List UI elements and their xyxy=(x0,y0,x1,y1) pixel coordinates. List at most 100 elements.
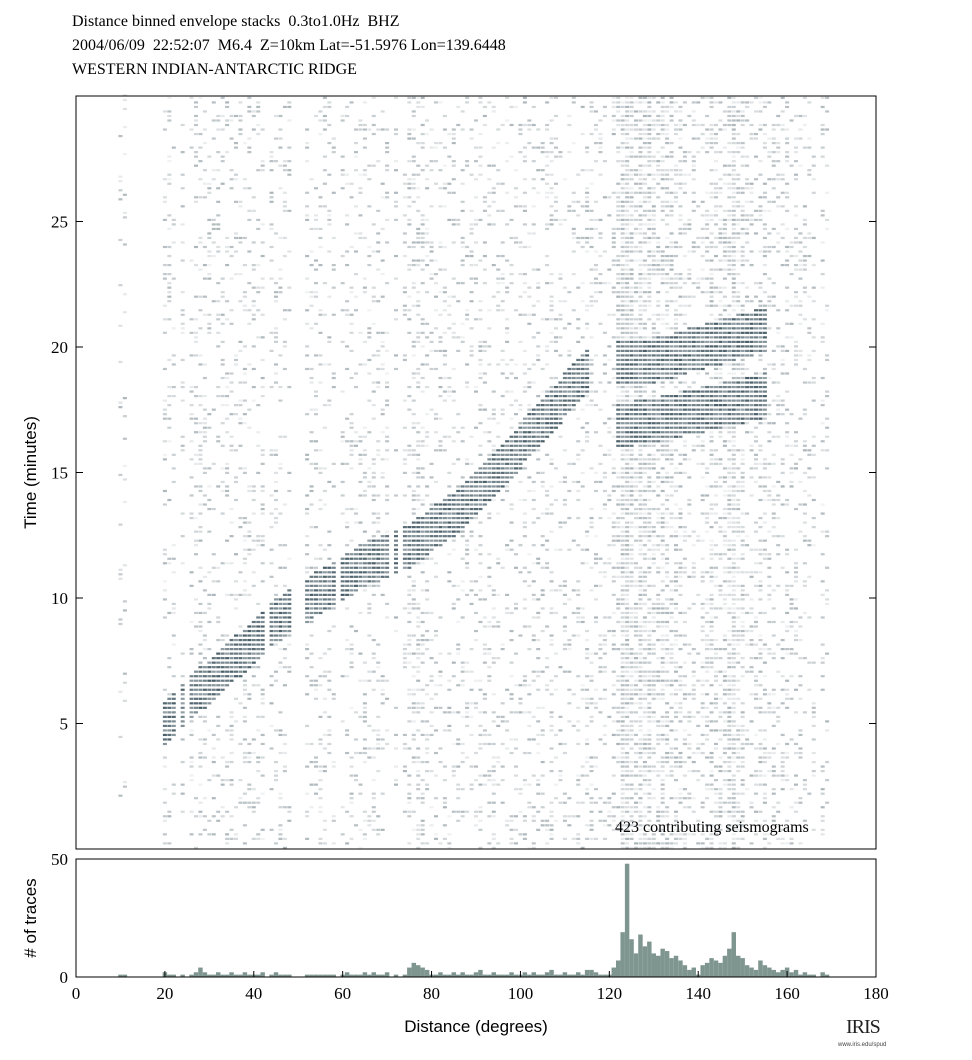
heatmap-cell xyxy=(340,566,345,569)
heatmap-cell xyxy=(634,751,638,755)
heatmap-cell xyxy=(545,657,550,660)
heatmap-cell xyxy=(522,96,527,100)
heatmap-cell xyxy=(522,535,527,538)
heatmap-cell xyxy=(625,200,630,203)
heatmap-cell xyxy=(638,435,643,438)
heatmap-cell xyxy=(260,756,265,759)
heatmap-cell xyxy=(180,385,185,389)
heatmap-cell xyxy=(345,526,350,529)
heatmap-cell xyxy=(616,205,621,208)
heatmap-cell xyxy=(522,598,527,601)
heatmap-cell xyxy=(558,779,563,782)
heatmap-cell xyxy=(305,309,310,312)
heatmap-cell xyxy=(189,675,194,678)
heatmap-cell xyxy=(314,467,318,470)
heatmap-cell xyxy=(620,516,625,520)
heatmap-cell xyxy=(465,593,470,596)
heatmap-cell xyxy=(331,376,336,380)
heatmap-cell xyxy=(420,146,425,149)
heatmap-cell xyxy=(536,444,541,447)
heatmap-cell xyxy=(638,643,643,646)
heatmap-cell xyxy=(545,182,550,185)
heatmap-cell xyxy=(625,729,630,732)
heatmap-cell xyxy=(438,187,443,190)
heatmap-cell xyxy=(234,697,238,700)
heatmap-cell xyxy=(171,729,176,732)
heatmap-cell xyxy=(229,779,234,782)
heatmap-cell xyxy=(625,227,630,231)
heatmap-cell xyxy=(416,485,421,488)
heatmap-cell xyxy=(638,408,643,411)
heatmap-cell xyxy=(354,584,358,587)
heatmap-cell xyxy=(625,760,630,764)
heatmap-cell xyxy=(211,218,216,221)
heatmap-cell xyxy=(225,634,230,637)
heatmap-cell xyxy=(416,467,421,470)
heatmap-cell xyxy=(314,395,318,398)
heatmap-cell xyxy=(531,381,536,384)
heatmap-cell xyxy=(634,765,638,768)
heatmap-cell xyxy=(416,535,421,538)
heatmap-cell xyxy=(460,322,465,325)
heatmap-cell xyxy=(420,824,425,827)
heatmap-cell xyxy=(225,643,230,646)
heatmap-cell xyxy=(545,196,550,199)
heatmap-cell xyxy=(558,715,563,718)
heatmap-cell xyxy=(629,584,634,587)
heatmap-cell xyxy=(527,846,532,849)
heatmap-cell xyxy=(225,810,230,813)
heatmap-cell xyxy=(625,331,630,334)
heatmap-cell xyxy=(318,779,323,782)
heatmap-cell xyxy=(251,657,256,660)
heatmap-cell xyxy=(371,580,376,583)
heatmap-cell xyxy=(407,101,412,104)
heatmap-cell xyxy=(171,223,176,226)
heatmap-cell xyxy=(256,404,261,407)
heatmap-cell xyxy=(567,354,572,357)
heatmap-cell xyxy=(167,385,172,389)
heatmap-cell xyxy=(420,376,425,380)
heatmap-cell xyxy=(514,169,518,172)
heatmap-cell xyxy=(629,327,634,330)
heatmap-cell xyxy=(634,711,638,714)
heatmap-cell xyxy=(429,611,434,615)
heatmap-cell xyxy=(549,512,554,515)
heatmap-cell xyxy=(220,648,225,651)
heatmap-cell xyxy=(225,539,230,542)
heatmap-cell xyxy=(247,751,252,755)
heatmap-cell xyxy=(634,688,638,691)
heatmap-cell xyxy=(545,123,550,127)
heatmap-cell xyxy=(234,553,238,556)
heatmap-cell xyxy=(536,657,541,660)
heatmap-cell xyxy=(220,291,225,294)
heatmap-cell xyxy=(585,702,590,705)
heatmap-cell xyxy=(274,137,278,140)
heatmap-cell xyxy=(327,173,332,176)
heatmap-cell xyxy=(571,376,576,380)
heatmap-cell xyxy=(554,327,558,330)
heatmap-cell xyxy=(189,774,194,777)
heatmap-cell xyxy=(625,385,630,389)
heatmap-cell xyxy=(616,340,621,343)
heatmap-cell xyxy=(491,408,496,411)
heatmap-cell xyxy=(305,345,310,348)
heatmap-cell xyxy=(411,688,416,691)
heatmap-cell xyxy=(540,806,545,809)
heatmap-cell xyxy=(327,607,332,610)
heatmap-cell xyxy=(371,494,376,497)
heatmap-cell xyxy=(180,123,185,127)
heatmap-cell xyxy=(198,236,203,240)
heatmap-cell xyxy=(322,503,327,506)
heatmap-cell xyxy=(434,160,438,163)
heatmap-cell xyxy=(509,611,514,615)
heatmap-cell xyxy=(549,340,554,343)
heatmap-cell xyxy=(638,363,643,366)
heatmap-cell xyxy=(465,381,470,384)
heatmap-cell xyxy=(482,742,487,746)
heatmap-cell xyxy=(314,580,318,583)
heatmap-cell xyxy=(549,679,554,682)
heatmap-cell xyxy=(625,119,630,122)
heatmap-cell xyxy=(376,300,381,303)
heatmap-cell xyxy=(634,512,638,515)
heatmap-cell xyxy=(634,408,638,411)
